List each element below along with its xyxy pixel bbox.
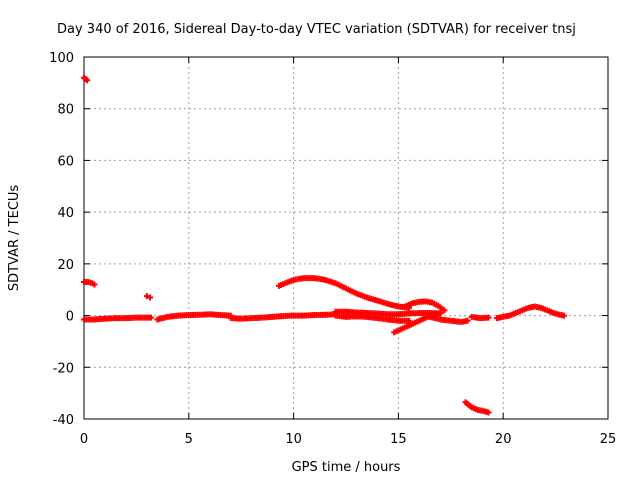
- data-point: [143, 293, 150, 300]
- data-point: [485, 314, 492, 321]
- x-axis-label: GPS time / hours: [292, 460, 401, 475]
- x-tick-labels: 0 5 10 15 20 25: [80, 432, 616, 447]
- chart-title: Day 340 of 2016, Sidereal Day-to-day VTE…: [57, 22, 576, 37]
- data-points: [81, 74, 567, 416]
- y-tick-label: -40: [53, 413, 74, 428]
- y-tick-label: 0: [66, 310, 74, 325]
- plot-frame: [83, 56, 609, 420]
- x-tick-label: 25: [600, 432, 617, 447]
- data-point: [437, 309, 444, 316]
- data-point: [464, 317, 471, 324]
- y-axis-label: SDTVAR / TECUs: [7, 185, 22, 292]
- data-point: [148, 314, 155, 321]
- y-tick-label: 60: [57, 154, 74, 169]
- y-tick-label: 80: [57, 103, 74, 118]
- x-tick-label: 15: [390, 432, 407, 447]
- data-point: [84, 77, 91, 84]
- data-point: [147, 294, 154, 301]
- data-point: [91, 281, 98, 288]
- x-tick-label: 5: [185, 432, 193, 447]
- y-tick-label: 100: [49, 51, 74, 66]
- x-tick-label: 10: [285, 432, 302, 447]
- grid-lines: [84, 57, 608, 419]
- y-tick-label: -20: [53, 361, 74, 376]
- axis-ticks: [83, 56, 609, 420]
- y-tick-label: 20: [57, 258, 74, 273]
- y-tick-labels: -40 -20 0 20 40 60 80 100: [49, 51, 74, 428]
- data-point: [485, 409, 492, 416]
- data-point: [441, 307, 448, 314]
- x-tick-label: 20: [495, 432, 512, 447]
- x-tick-label: 0: [80, 432, 88, 447]
- y-tick-label: 40: [57, 206, 74, 221]
- data-point: [560, 312, 567, 319]
